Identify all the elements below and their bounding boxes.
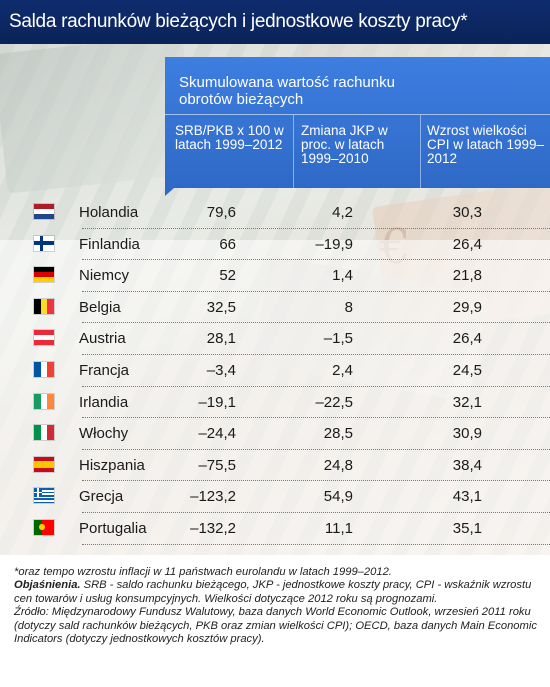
jkp-value: 2,4 (332, 361, 353, 379)
footnotes: *oraz tempo wzrostu inflacji w 11 państw… (14, 566, 544, 646)
jkp-value: 28,5 (323, 425, 353, 443)
ireland-flag-icon (33, 392, 55, 410)
country-name: Belgia (79, 298, 121, 316)
country-name: Hiszpania (79, 456, 145, 474)
jkp-value: 8 (344, 298, 353, 316)
cpi-value: 30,9 (452, 425, 482, 443)
portugal-flag-icon (33, 518, 55, 536)
belgium-flag-icon (33, 297, 55, 315)
country-name: Irlandia (79, 393, 129, 411)
srb-value: –3,4 (206, 361, 236, 379)
jkp-value: 1,4 (332, 267, 353, 285)
row-divider (82, 385, 550, 387)
srb-value: –24,4 (198, 425, 236, 443)
footnote-explanations-text: SRB - saldo rachunku bieżącego, JKP - je… (14, 579, 532, 605)
srb-value: –123,2 (190, 488, 236, 506)
cpi-value: 21,8 (452, 267, 482, 285)
table-row: Austria 28,1 –1,5 26,4 (0, 323, 550, 355)
jkp-value: –22,5 (315, 393, 353, 411)
country-name: Austria (79, 330, 126, 348)
country-name: Holandia (79, 204, 139, 221)
page-title: Salda rachunków bieżących i jednostkowe … (0, 0, 550, 44)
table-row: Niemcy 52 1,4 21,8 (0, 260, 550, 292)
table-row: Finlandia 66 –19,9 26,4 (0, 229, 550, 261)
netherlands-flag-icon (33, 203, 55, 220)
table-row: Portugalia –132,2 11,1 35,1 (0, 513, 550, 545)
footnote-source: Źródło: Międzynarodowy Fundusz Walutowy,… (14, 606, 537, 646)
row-divider (82, 511, 550, 513)
srb-value: 52 (219, 267, 236, 285)
column-header-srb: SRB/PKB x 100 w latach 1999–2012 (175, 123, 284, 152)
country-name: Francja (79, 361, 130, 379)
cpi-value: 43,1 (452, 488, 482, 506)
table-row: Grecja –123,2 54,9 43,1 (0, 481, 550, 513)
germany-flag-icon (33, 266, 55, 284)
row-divider (82, 448, 550, 450)
jkp-value: 24,8 (323, 456, 353, 474)
row-divider (82, 290, 550, 292)
table-row: Francja –3,4 2,4 24,5 (0, 355, 550, 387)
jkp-value: 4,2 (332, 204, 353, 221)
column-divider (293, 115, 294, 188)
table-row: Holandia 79,6 4,2 30,3 (0, 197, 550, 229)
cpi-value: 26,4 (452, 235, 482, 253)
jkp-value: 11,1 (324, 519, 353, 537)
country-name: Portugalia (79, 519, 147, 537)
greece-flag-icon (33, 487, 55, 505)
country-name: Finlandia (79, 235, 140, 253)
cpi-value: 29,9 (452, 298, 482, 316)
jkp-value: –19,9 (315, 235, 353, 253)
column-divider (420, 115, 421, 188)
srb-value: –19,1 (198, 393, 236, 411)
cpi-value: 32,1 (452, 393, 482, 411)
srb-value: 79,6 (206, 204, 236, 221)
footnote-explanations: Objaśnienia. SRB - saldo rachunku bieżąc… (14, 579, 544, 606)
table-row: Irlandia –19,1 –22,5 32,1 (0, 387, 550, 419)
finland-flag-icon (33, 234, 55, 252)
country-name: Grecja (79, 488, 124, 506)
cpi-value: 30,3 (452, 204, 482, 221)
jkp-value: 54,9 (323, 488, 353, 506)
cpi-value: 26,4 (452, 330, 482, 348)
table-header: Skumulowana wartość rachunku obrotów bie… (165, 57, 550, 196)
austria-flag-icon (33, 329, 55, 347)
row-divider (82, 353, 550, 355)
country-name: Niemcy (79, 267, 130, 285)
row-divider (82, 543, 550, 545)
srb-value: 32,5 (206, 298, 236, 316)
france-flag-icon (33, 360, 55, 378)
row-divider (82, 259, 550, 261)
table-row: Belgia 32,5 8 29,9 (0, 292, 550, 324)
jkp-value: –1,5 (323, 330, 353, 348)
cpi-value: 24,5 (452, 361, 482, 379)
row-divider (82, 322, 550, 324)
srb-value: –132,2 (190, 519, 236, 537)
header-corner-icon (165, 188, 174, 196)
cpi-value: 38,4 (452, 456, 482, 474)
srb-value: –75,5 (198, 456, 236, 474)
row-divider (82, 227, 550, 229)
srb-value: 66 (219, 235, 236, 253)
header-main-label: Skumulowana wartość rachunku obrotów bie… (179, 74, 395, 108)
row-divider (82, 417, 550, 419)
cpi-value: 35,1 (452, 519, 482, 537)
column-header-jkp: Zmiana JKP w proc. w latach 1999–2010 (301, 123, 388, 166)
spain-flag-icon (33, 455, 55, 473)
table-row: Hiszpania –75,5 24,8 38,4 (0, 450, 550, 482)
footnote-explanations-label: Objaśnienia. (14, 579, 81, 592)
srb-value: 28,1 (206, 330, 236, 348)
table-row: Włochy –24,4 28,5 30,9 (0, 418, 550, 450)
column-header-cpi: Wzrost wielkości CPI w latach 1999–2012 (427, 123, 545, 166)
header-divider (165, 114, 550, 115)
row-divider (82, 480, 550, 482)
table-backdrop (0, 240, 550, 555)
footnote-asterisk: *oraz tempo wzrostu inflacji w 11 państw… (14, 566, 392, 578)
country-table: Holandia 79,6 4,2 30,3 Finlandia 66 –19,9 26,4 N… (0, 197, 550, 545)
italy-flag-icon (33, 424, 55, 442)
country-name: Włochy (79, 425, 129, 443)
